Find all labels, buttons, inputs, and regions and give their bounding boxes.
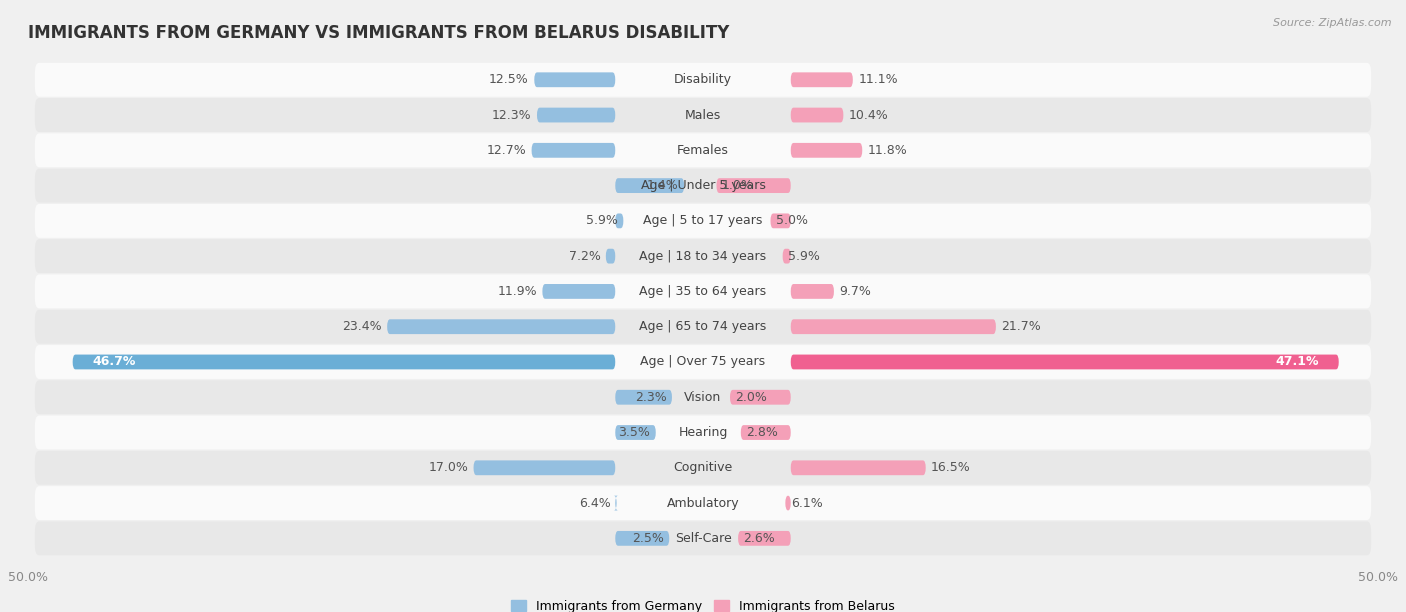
Text: 6.1%: 6.1%	[790, 496, 823, 510]
Text: 11.8%: 11.8%	[868, 144, 907, 157]
FancyBboxPatch shape	[35, 98, 1371, 132]
Text: Age | 18 to 34 years: Age | 18 to 34 years	[640, 250, 766, 263]
Text: 46.7%: 46.7%	[93, 356, 136, 368]
Text: 5.9%: 5.9%	[787, 250, 820, 263]
FancyBboxPatch shape	[790, 354, 1339, 370]
FancyBboxPatch shape	[35, 451, 1371, 485]
Text: 2.0%: 2.0%	[735, 390, 768, 404]
Text: Hearing: Hearing	[678, 426, 728, 439]
Text: 11.9%: 11.9%	[498, 285, 537, 298]
Text: Self-Care: Self-Care	[675, 532, 731, 545]
FancyBboxPatch shape	[616, 425, 655, 440]
Text: Age | Under 5 years: Age | Under 5 years	[641, 179, 765, 192]
Text: 10.4%: 10.4%	[849, 108, 889, 122]
FancyBboxPatch shape	[35, 204, 1371, 238]
Text: 2.3%: 2.3%	[634, 390, 666, 404]
FancyBboxPatch shape	[35, 133, 1371, 167]
Text: 16.5%: 16.5%	[931, 461, 972, 474]
Text: 12.7%: 12.7%	[486, 144, 526, 157]
FancyBboxPatch shape	[738, 531, 790, 546]
FancyBboxPatch shape	[790, 143, 862, 158]
FancyBboxPatch shape	[730, 390, 790, 405]
Text: 12.5%: 12.5%	[489, 73, 529, 86]
FancyBboxPatch shape	[537, 108, 616, 122]
FancyBboxPatch shape	[783, 248, 790, 264]
FancyBboxPatch shape	[790, 108, 844, 122]
Text: 23.4%: 23.4%	[342, 320, 382, 333]
Text: Source: ZipAtlas.com: Source: ZipAtlas.com	[1274, 18, 1392, 28]
FancyBboxPatch shape	[35, 486, 1371, 520]
Text: Age | 65 to 74 years: Age | 65 to 74 years	[640, 320, 766, 333]
Text: 17.0%: 17.0%	[429, 461, 468, 474]
Text: 11.1%: 11.1%	[858, 73, 898, 86]
FancyBboxPatch shape	[741, 425, 790, 440]
FancyBboxPatch shape	[35, 275, 1371, 308]
Text: 21.7%: 21.7%	[1001, 320, 1040, 333]
FancyBboxPatch shape	[616, 178, 685, 193]
FancyBboxPatch shape	[534, 72, 616, 87]
Text: Cognitive: Cognitive	[673, 461, 733, 474]
FancyBboxPatch shape	[35, 416, 1371, 449]
FancyBboxPatch shape	[35, 169, 1371, 203]
FancyBboxPatch shape	[790, 460, 925, 475]
Text: IMMIGRANTS FROM GERMANY VS IMMIGRANTS FROM BELARUS DISABILITY: IMMIGRANTS FROM GERMANY VS IMMIGRANTS FR…	[28, 24, 730, 42]
Text: Disability: Disability	[673, 73, 733, 86]
Legend: Immigrants from Germany, Immigrants from Belarus: Immigrants from Germany, Immigrants from…	[506, 595, 900, 612]
Text: Age | 5 to 17 years: Age | 5 to 17 years	[644, 214, 762, 228]
FancyBboxPatch shape	[790, 72, 853, 87]
FancyBboxPatch shape	[35, 521, 1371, 555]
FancyBboxPatch shape	[35, 63, 1371, 97]
FancyBboxPatch shape	[790, 319, 995, 334]
Text: 1.4%: 1.4%	[647, 179, 679, 192]
Text: 12.3%: 12.3%	[492, 108, 531, 122]
Text: Age | 35 to 64 years: Age | 35 to 64 years	[640, 285, 766, 298]
FancyBboxPatch shape	[616, 531, 669, 546]
Text: 7.2%: 7.2%	[568, 250, 600, 263]
FancyBboxPatch shape	[73, 354, 616, 370]
Text: 3.5%: 3.5%	[619, 426, 651, 439]
FancyBboxPatch shape	[387, 319, 616, 334]
Text: Females: Females	[678, 144, 728, 157]
Text: 5.9%: 5.9%	[586, 214, 619, 228]
Text: Vision: Vision	[685, 390, 721, 404]
Text: 5.0%: 5.0%	[776, 214, 808, 228]
Text: Ambulatory: Ambulatory	[666, 496, 740, 510]
FancyBboxPatch shape	[543, 284, 616, 299]
FancyBboxPatch shape	[616, 390, 672, 405]
FancyBboxPatch shape	[770, 214, 790, 228]
FancyBboxPatch shape	[35, 239, 1371, 273]
FancyBboxPatch shape	[35, 310, 1371, 343]
FancyBboxPatch shape	[790, 284, 834, 299]
FancyBboxPatch shape	[717, 178, 790, 193]
FancyBboxPatch shape	[474, 460, 616, 475]
Text: 6.4%: 6.4%	[579, 496, 612, 510]
Text: 2.6%: 2.6%	[744, 532, 775, 545]
Text: 2.8%: 2.8%	[747, 426, 778, 439]
FancyBboxPatch shape	[614, 496, 619, 510]
Text: 9.7%: 9.7%	[839, 285, 872, 298]
FancyBboxPatch shape	[35, 345, 1371, 379]
FancyBboxPatch shape	[786, 496, 790, 510]
Text: 47.1%: 47.1%	[1275, 356, 1319, 368]
FancyBboxPatch shape	[531, 143, 616, 158]
Text: 1.0%: 1.0%	[721, 179, 754, 192]
FancyBboxPatch shape	[606, 248, 616, 264]
Text: Age | Over 75 years: Age | Over 75 years	[641, 356, 765, 368]
FancyBboxPatch shape	[35, 380, 1371, 414]
Text: Males: Males	[685, 108, 721, 122]
FancyBboxPatch shape	[616, 214, 623, 228]
Text: 2.5%: 2.5%	[631, 532, 664, 545]
